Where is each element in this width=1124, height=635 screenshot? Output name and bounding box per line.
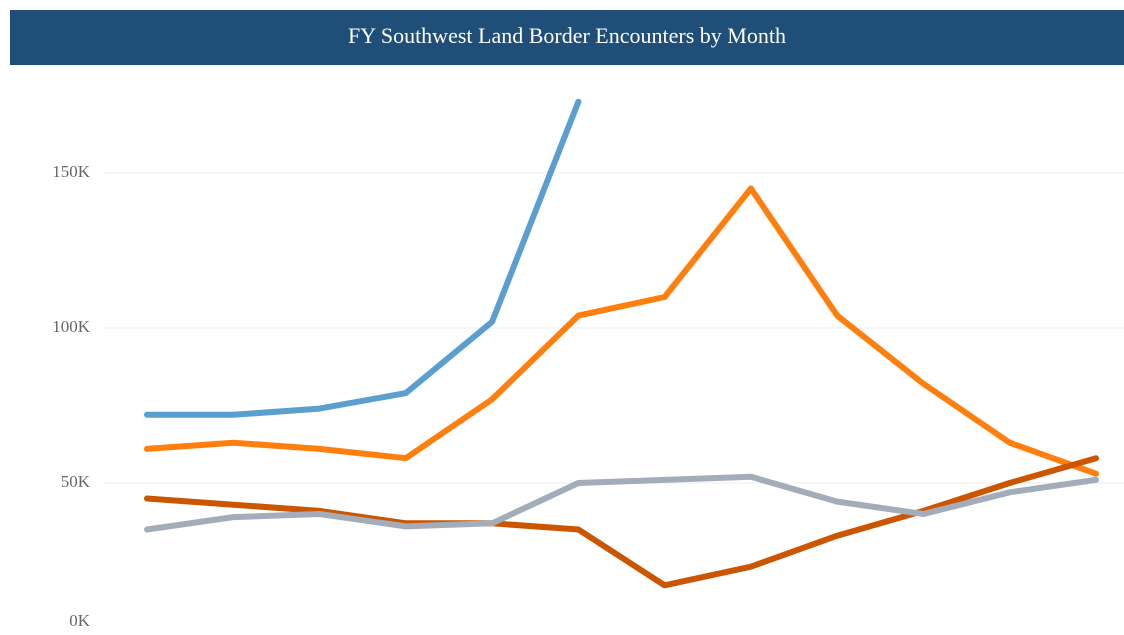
series-line (144, 473, 1099, 533)
y-tick-label: 150K (52, 162, 91, 181)
series-line (144, 185, 1099, 477)
chart-title: FY Southwest Land Border Encounters by M… (348, 23, 786, 48)
series-line (144, 98, 582, 418)
series-line (144, 455, 1099, 589)
title-bar (10, 10, 1124, 65)
y-tick-label: 50K (61, 472, 91, 491)
y-tick-label: 100K (52, 317, 91, 336)
y-tick-label: 0K (69, 611, 91, 630)
